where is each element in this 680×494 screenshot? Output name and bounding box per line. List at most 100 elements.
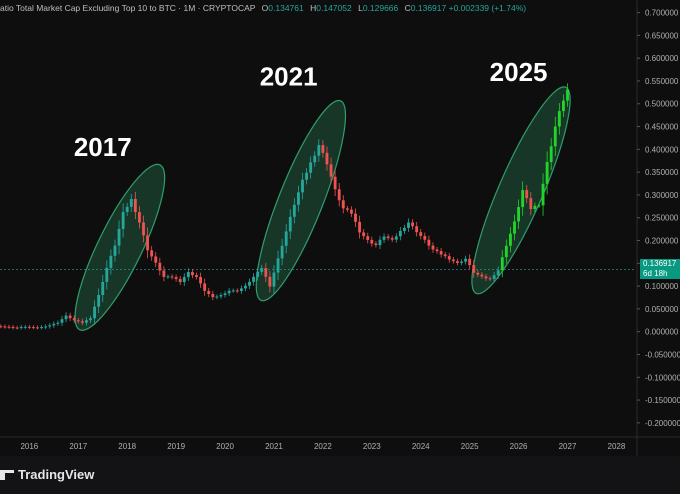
candle-body: [292, 204, 296, 217]
candle-body: [492, 275, 496, 280]
candle-body: [280, 245, 284, 259]
candle-body: [244, 285, 247, 289]
candle-body: [223, 293, 227, 296]
candle-body: [256, 271, 260, 277]
candle-body: [513, 221, 516, 234]
y-tick-label: 0.200000: [645, 237, 679, 246]
y-tick-label: -0.150000: [645, 396, 680, 405]
candle-body: [85, 320, 88, 323]
candle-body: [56, 322, 60, 324]
close-value: 0.136917: [410, 3, 447, 13]
x-tick-label: 2028: [608, 442, 626, 451]
candle-body: [553, 126, 557, 147]
candle-body: [476, 272, 480, 275]
year-annotation: 2017: [74, 132, 132, 162]
candle-body: [305, 172, 309, 180]
candle-body: [191, 272, 194, 276]
price-axis[interactable]: 0.700000 0.650000 0.600000 0.550000 0.500000…: [636, 0, 680, 456]
candle-body: [268, 276, 272, 287]
candle-body: [301, 179, 304, 193]
candle-body: [557, 111, 561, 127]
candle-body: [309, 162, 313, 173]
candle-body: [549, 146, 553, 162]
y-tick-label: 0.500000: [645, 100, 679, 109]
candle-body: [541, 183, 545, 206]
candle-body: [317, 145, 321, 156]
high-label: H: [310, 3, 317, 13]
candle-body: [411, 222, 415, 227]
candle-body: [186, 272, 190, 278]
candle-body: [158, 262, 162, 271]
tradingview-logo[interactable]: TradingView: [0, 467, 94, 482]
candle-body: [435, 249, 439, 252]
candle-body: [207, 290, 211, 295]
candle-body: [27, 326, 31, 328]
candle-body: [504, 245, 508, 258]
candle-body: [488, 278, 492, 280]
candle-body: [36, 327, 39, 329]
candle-body: [403, 227, 406, 231]
candle-body: [32, 327, 35, 329]
bar-countdown: 6d 18h: [643, 269, 668, 278]
candle-body: [341, 200, 345, 209]
candle-body: [394, 236, 398, 240]
candle-body: [423, 235, 427, 240]
candle-body: [333, 176, 337, 190]
candle-body: [456, 261, 459, 263]
close-label: C: [404, 3, 411, 13]
candle-body: [362, 232, 366, 237]
candle-body: [386, 236, 390, 239]
candle-body: [117, 228, 121, 246]
candle-body: [288, 216, 292, 232]
y-tick-label: 0.450000: [645, 123, 679, 132]
price-chart[interactable]: 0.700000 0.650000 0.600000 0.550000 0.500000…: [0, 0, 680, 456]
candle-body: [182, 277, 186, 283]
candle-body: [374, 243, 378, 246]
candle-body: [533, 205, 537, 210]
low-value: 0.129666: [362, 3, 399, 13]
candle-body: [109, 255, 113, 268]
candle-body: [468, 258, 472, 266]
x-tick-label: 2024: [412, 442, 430, 451]
candle-body: [350, 209, 353, 214]
candle-body: [129, 198, 133, 207]
x-tick-label: 2017: [69, 442, 87, 451]
candle-body: [52, 323, 56, 326]
candle-body: [142, 222, 145, 236]
candle-body: [15, 327, 19, 329]
candle-body: [48, 325, 52, 327]
symbol-header: atio Total Market Cap Excluding Top 10 t…: [0, 3, 526, 13]
low-label: L: [358, 3, 363, 13]
highlight-ellipse: [471, 86, 571, 295]
candle-body: [199, 276, 203, 284]
candle-body: [195, 275, 198, 277]
candle-body: [146, 235, 150, 251]
y-tick-label: 0.100000: [645, 282, 679, 291]
candle-body: [219, 295, 223, 297]
candle-body: [545, 161, 549, 184]
candle-body: [215, 296, 219, 298]
candle-body: [370, 239, 374, 244]
candle-body: [419, 232, 423, 236]
candle-body: [227, 290, 231, 294]
candle-body: [525, 190, 529, 199]
candle-body: [329, 164, 333, 177]
candle-body: [113, 245, 117, 256]
candle-body: [203, 283, 207, 291]
candle-body: [313, 155, 317, 163]
candle-body: [125, 206, 129, 212]
candle-body: [174, 277, 178, 280]
candle-body: [427, 239, 431, 246]
x-tick-label: 2021: [265, 442, 283, 451]
candle-body: [11, 327, 15, 329]
candle-body: [366, 236, 370, 240]
footer-bar: [0, 456, 680, 494]
time-axis[interactable]: 2016 2017 2018 2019 2020 2021 2022 2023 2024 2025…: [0, 436, 680, 451]
candle-body: [390, 238, 394, 240]
tradingview-mark-icon: [0, 470, 14, 480]
x-tick-label: 2025: [461, 442, 479, 451]
symbol-title[interactable]: atio Total Market Cap Excluding Top 10 t…: [0, 3, 256, 13]
candle-body: [248, 281, 251, 286]
candle-body: [23, 326, 27, 328]
candle-body: [500, 257, 504, 271]
